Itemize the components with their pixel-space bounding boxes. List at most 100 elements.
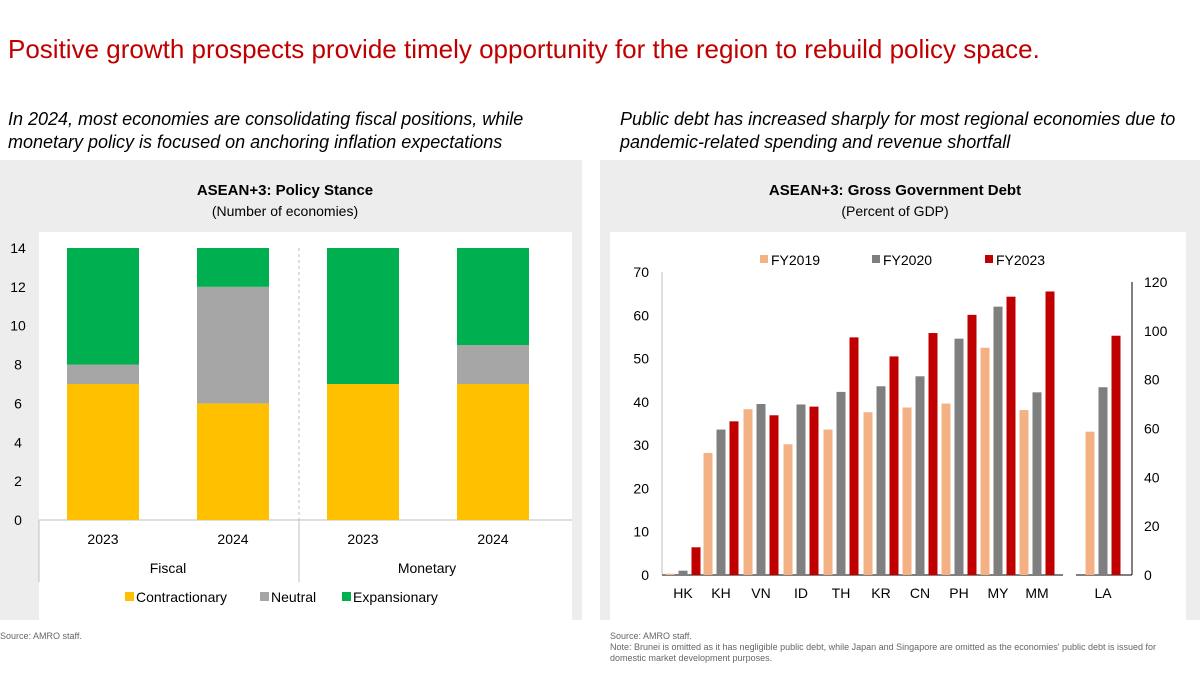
bar-fy2020 xyxy=(1032,392,1042,575)
policy-stance-chart-title: ASEAN+3: Policy Stance xyxy=(196,182,374,199)
x-tick-label: TH xyxy=(832,585,851,601)
left-y-tick-label: 60 xyxy=(633,307,649,323)
y-tick-label: 0 xyxy=(14,512,22,528)
legend-swatch-neutral xyxy=(260,592,269,601)
bar-fy2020 xyxy=(796,404,806,575)
y-tick-label: 4 xyxy=(14,434,22,450)
left-y-tick-label: 70 xyxy=(633,264,649,280)
y-tick-label: 10 xyxy=(10,318,26,334)
x-tick-label: 2023 xyxy=(347,531,378,547)
bar-fy2023 xyxy=(691,547,701,575)
bar-fy2019 xyxy=(863,412,873,575)
x-tick-label: KR xyxy=(871,585,890,601)
bar-expansionary xyxy=(327,248,399,384)
bar-neutral xyxy=(457,345,529,384)
bar-fy2023 xyxy=(809,406,819,575)
right-footnote: Note: Brunei is omitted as it has neglig… xyxy=(610,642,1157,663)
bar-fy2020 xyxy=(716,429,726,575)
policy-stance-chart: 0 2 4 6 8 10 12 14 2023 2024 2023 2024 Fiscal Monetar… xyxy=(10,240,572,605)
x-tick-label: 2024 xyxy=(217,531,248,547)
x-tick-label: VN xyxy=(751,585,770,601)
bar-fy2020 xyxy=(876,386,886,575)
left-y-tick-label: 10 xyxy=(633,524,649,540)
bar-fy2023 xyxy=(1006,296,1016,575)
bar-fy2020 xyxy=(836,391,846,575)
y-tick-label: 12 xyxy=(10,279,26,295)
x-tick-label: KH xyxy=(711,585,730,601)
y-tick-label: 2 xyxy=(14,473,22,489)
bar-fy2019 xyxy=(703,452,713,575)
y-tick-label: 8 xyxy=(14,357,22,373)
bar-expansionary xyxy=(197,248,269,287)
x-tick-label: 2024 xyxy=(477,531,508,547)
y-tick-label: 14 xyxy=(10,240,26,256)
bar-fy2020 xyxy=(1098,387,1108,575)
bar-neutral xyxy=(67,364,139,384)
bar-fy2020 xyxy=(954,338,964,575)
bar-fy2020 xyxy=(678,570,688,575)
left-y-tick-label: 40 xyxy=(633,394,649,410)
legend-swatch-expansionary xyxy=(342,592,351,601)
bar-fy2020 xyxy=(756,404,766,575)
bar-contractionary xyxy=(67,384,139,520)
group-label: Fiscal xyxy=(150,560,187,576)
bar-fy2023 xyxy=(729,421,739,575)
legend-swatch-fy2020 xyxy=(872,255,880,263)
legend-label-fy2019: FY2019 xyxy=(771,252,820,268)
bar-neutral xyxy=(197,286,269,404)
right-source-note: Source: AMRO staff. xyxy=(610,631,692,641)
left-y-tick-label: 0 xyxy=(641,567,649,583)
right-y-tick-label: 60 xyxy=(1144,421,1160,437)
bar-fy2023 xyxy=(1045,291,1055,575)
bar-fy2023 xyxy=(1111,335,1121,575)
right-y-tick-label: 80 xyxy=(1144,372,1160,388)
bar-fy2023 xyxy=(928,333,938,575)
bar-fy2019 xyxy=(941,403,951,575)
bar-fy2019 xyxy=(1019,410,1029,575)
legend-swatch-fy2023 xyxy=(985,255,993,263)
right-y-tick-label: 120 xyxy=(1144,274,1168,290)
x-tick-label: LA xyxy=(1094,585,1112,601)
bar-fy2020 xyxy=(993,306,1003,575)
legend-swatch-fy2019 xyxy=(760,255,768,263)
x-tick-label: ID xyxy=(794,585,808,601)
government-debt-chart-title: ASEAN+3: Gross Government Debt xyxy=(768,182,1022,199)
x-tick-label: MM xyxy=(1025,585,1048,601)
right-y-tick-label: 40 xyxy=(1144,469,1160,485)
x-tick-label: PH xyxy=(949,585,968,601)
bar-contractionary xyxy=(327,384,399,520)
right-y-tick-label: 20 xyxy=(1144,518,1160,534)
bar-fy2019 xyxy=(902,407,912,575)
right-subtitle: Public debt has increased sharply for mo… xyxy=(620,109,1176,152)
x-tick-label: CN xyxy=(910,585,930,601)
bar-fy2019 xyxy=(980,347,990,575)
bar-fy2019 xyxy=(783,444,793,575)
bar-fy2019 xyxy=(1085,431,1095,575)
left-y-tick-label: 30 xyxy=(633,437,649,453)
government-debt-chart: 0 10 20 30 40 50 60 70 0 20 40 60 80 100 120 HK KH VN ID TH… xyxy=(633,252,1168,601)
policy-stance-chart-unit: (Number of economies) xyxy=(211,203,359,219)
bar-fy2019 xyxy=(823,429,833,575)
group-label: Monetary xyxy=(398,560,456,576)
legend-label-contractionary: Contractionary xyxy=(136,589,227,605)
bar-expansionary xyxy=(457,248,529,346)
bar-fy2020 xyxy=(915,376,925,575)
legend-label-fy2020: FY2020 xyxy=(883,252,932,268)
bar-fy2023 xyxy=(889,356,899,575)
x-tick-label: HK xyxy=(673,585,693,601)
legend-label-expansionary: Expansionary xyxy=(353,589,438,605)
government-debt-chart-unit: (Percent of GDP) xyxy=(841,203,949,219)
right-y-tick-label: 0 xyxy=(1144,567,1152,583)
y-tick-label: 6 xyxy=(14,395,22,411)
page-title: Positive growth prospects provide timely… xyxy=(8,34,1040,64)
legend-label-neutral: Neutral xyxy=(271,589,316,605)
x-tick-label: MY xyxy=(988,585,1010,601)
left-y-tick-label: 20 xyxy=(633,480,649,496)
bar-contractionary xyxy=(457,384,529,520)
left-source-note: Source: AMRO staff. xyxy=(0,631,82,641)
bar-contractionary xyxy=(197,403,269,520)
x-tick-label: 2023 xyxy=(87,531,118,547)
legend-swatch-contractionary xyxy=(125,592,134,601)
bar-fy2023 xyxy=(849,337,859,575)
left-y-tick-label: 50 xyxy=(633,351,649,367)
